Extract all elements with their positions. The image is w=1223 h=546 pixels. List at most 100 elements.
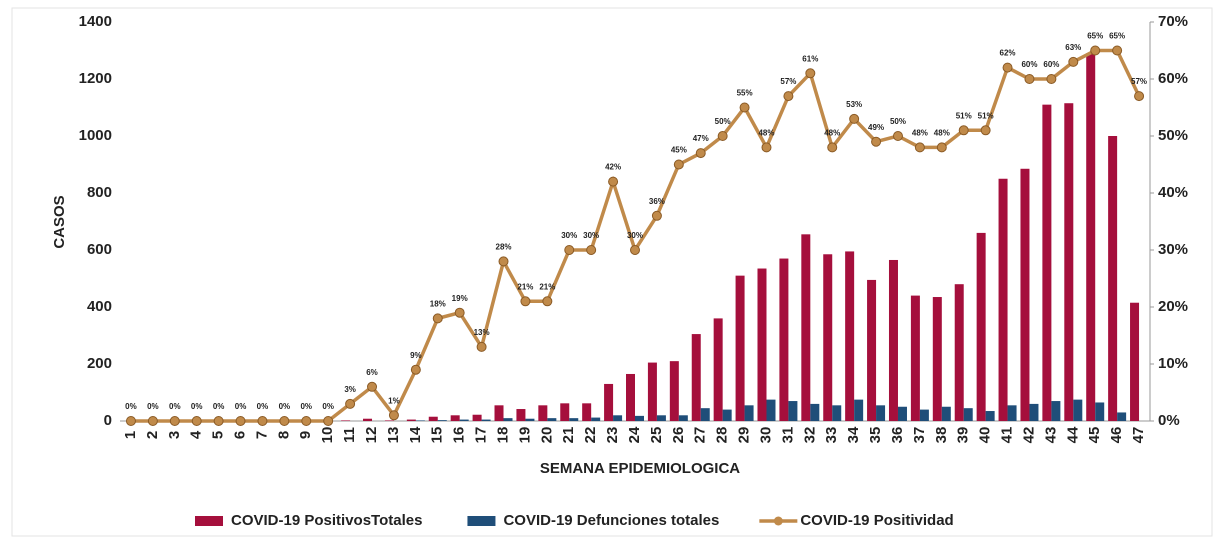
bar	[1108, 136, 1118, 421]
bar	[547, 418, 557, 421]
bar	[788, 401, 798, 421]
marker	[892, 131, 903, 141]
bar	[1007, 405, 1017, 421]
data-label: 21%	[517, 282, 533, 291]
x-tick-label: 39	[955, 427, 972, 444]
data-label: 48%	[912, 129, 928, 138]
data-label: 6%	[366, 368, 378, 377]
bar	[744, 405, 754, 421]
y-tick-label: 1200	[79, 70, 112, 87]
marker	[586, 245, 597, 255]
data-label: 21%	[539, 282, 555, 291]
data-label: 60%	[1043, 60, 1059, 69]
x-tick-label: 9	[297, 431, 314, 439]
data-label: 30%	[561, 231, 577, 240]
bar	[998, 178, 1008, 421]
bar	[406, 419, 416, 421]
bar	[1117, 412, 1127, 421]
data-label: 63%	[1065, 43, 1081, 52]
marker	[630, 245, 640, 255]
marker	[279, 416, 290, 426]
y2-tick-label: 30%	[1158, 241, 1188, 258]
y2-tick-label: 0%	[1158, 412, 1180, 429]
data-label: 48%	[758, 129, 774, 138]
bar	[722, 409, 732, 421]
bar	[823, 254, 833, 421]
x-tick-label: 5	[210, 431, 227, 439]
marker	[1068, 56, 1079, 67]
x-tick-label: 23	[604, 427, 621, 444]
x-tick-label: 37	[911, 427, 928, 444]
x-tick-label: 41	[999, 427, 1016, 444]
bar	[691, 334, 701, 421]
x-tick-label: 20	[538, 427, 555, 444]
bar	[516, 409, 526, 421]
data-label: 0%	[213, 402, 225, 411]
data-label: 47%	[693, 134, 709, 143]
bar	[919, 409, 929, 421]
marker	[235, 416, 246, 426]
legend-label: COVID-19 Defunciones totales	[503, 512, 719, 529]
bar	[1020, 168, 1030, 421]
legend-swatch	[773, 516, 783, 526]
data-label: 0%	[300, 402, 312, 411]
x-tick-label: 30	[757, 427, 774, 444]
x-tick-label: 40	[977, 427, 994, 444]
x-tick-label: 31	[779, 427, 796, 444]
marker	[936, 142, 947, 153]
bar	[1064, 103, 1074, 421]
data-label: 53%	[846, 100, 862, 109]
bar	[341, 420, 351, 421]
x-tick-label: 47	[1130, 427, 1147, 444]
marker	[695, 148, 706, 159]
data-label: 0%	[147, 402, 159, 411]
marker	[345, 398, 356, 409]
bar	[363, 418, 373, 421]
bar	[876, 405, 886, 421]
data-label: 9%	[410, 351, 422, 360]
marker	[805, 68, 816, 79]
x-tick-label: 2	[144, 431, 161, 439]
x-tick-label: 15	[429, 427, 446, 444]
bar	[941, 406, 951, 421]
x-tick-label: 32	[801, 427, 818, 444]
bar	[428, 416, 438, 421]
bar	[1042, 104, 1052, 422]
x-tick-label: 45	[1086, 427, 1103, 444]
bar	[472, 414, 482, 421]
bar	[669, 361, 679, 421]
frame	[11, 7, 1213, 537]
bar	[560, 403, 570, 421]
bar	[1073, 399, 1083, 421]
x-tick-label: 10	[319, 427, 336, 444]
x-tick-label: 19	[516, 427, 533, 444]
bar	[656, 415, 666, 421]
data-label: 30%	[627, 231, 643, 240]
data-label: 0%	[279, 402, 291, 411]
bar	[735, 275, 745, 421]
bar	[963, 408, 973, 421]
x-tick-label: 13	[385, 427, 402, 444]
y-tick-label: 400	[87, 298, 112, 315]
x-tick-label: 27	[692, 427, 709, 444]
bar	[459, 419, 469, 421]
bar	[985, 411, 995, 421]
x-tick-label: 25	[648, 427, 665, 444]
marker	[827, 142, 838, 153]
x-axis-label: SEMANA EPIDEMIOLOGICA	[540, 460, 740, 477]
marker	[1090, 45, 1101, 56]
marker	[673, 159, 684, 170]
data-label: 1%	[388, 396, 400, 405]
bar	[678, 415, 688, 421]
bar	[854, 399, 864, 421]
marker	[717, 131, 728, 141]
y-tick-label: 200	[87, 355, 112, 372]
legend-label: COVID-19 Positividad	[800, 512, 953, 529]
bar	[757, 268, 767, 421]
bar	[503, 418, 513, 421]
x-tick-label: 36	[889, 427, 906, 444]
bar	[779, 258, 789, 421]
data-label: 45%	[671, 146, 687, 155]
data-label: 18%	[430, 300, 446, 309]
marker	[1002, 62, 1013, 73]
